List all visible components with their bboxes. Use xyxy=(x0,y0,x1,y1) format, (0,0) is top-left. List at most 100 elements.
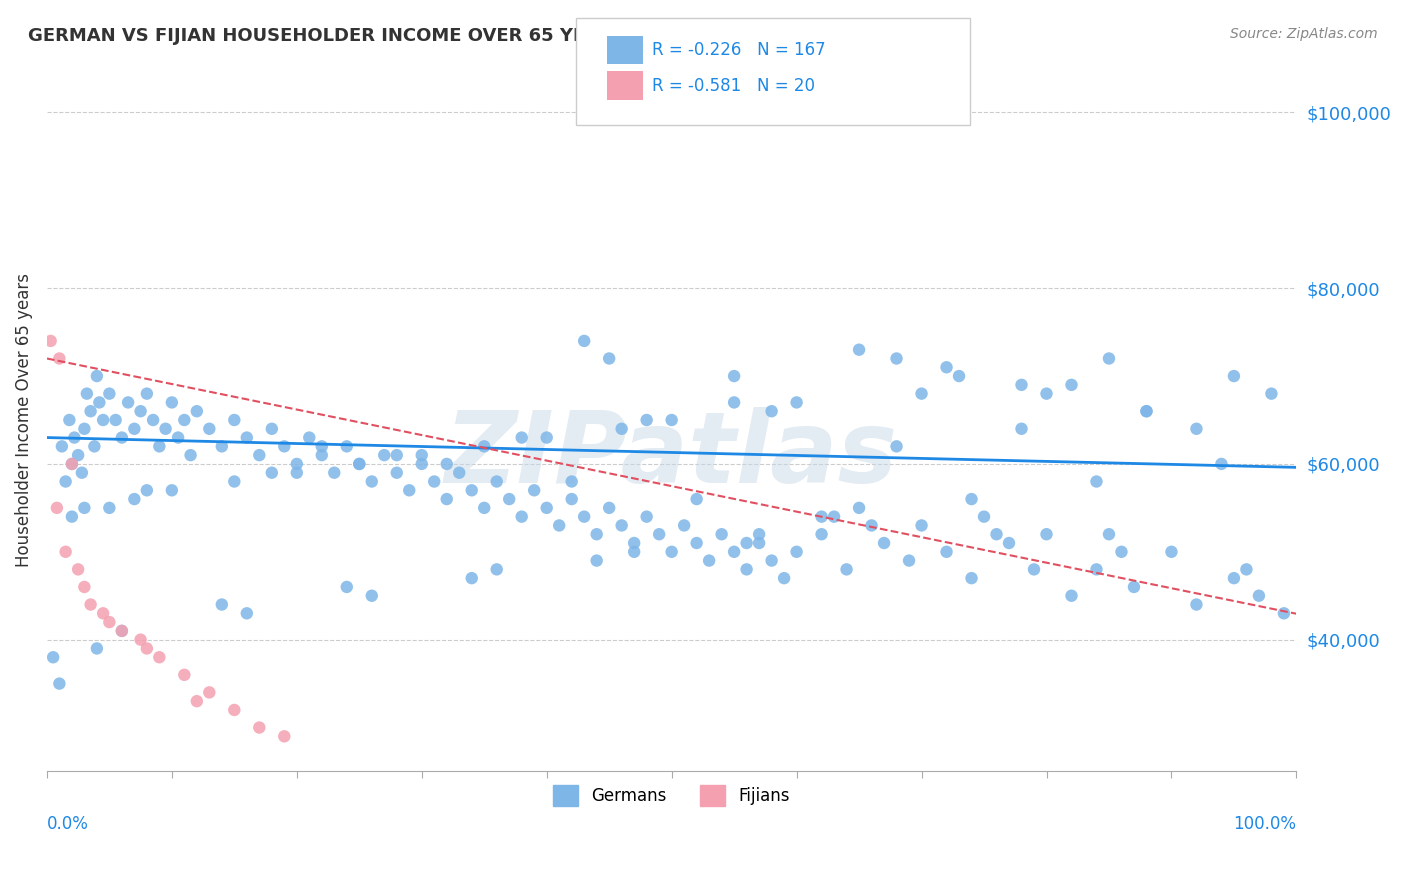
Point xyxy=(73,580,96,594)
Point xyxy=(260,466,283,480)
Point xyxy=(260,422,283,436)
Point xyxy=(723,369,745,384)
Point xyxy=(735,536,758,550)
Point xyxy=(910,518,932,533)
Point xyxy=(160,483,183,498)
Point xyxy=(810,527,832,541)
Point xyxy=(48,351,70,366)
Point xyxy=(224,475,246,489)
Point xyxy=(498,492,520,507)
Point xyxy=(810,509,832,524)
Point xyxy=(173,668,195,682)
Point xyxy=(561,492,583,507)
Point xyxy=(661,413,683,427)
Point xyxy=(336,439,359,453)
Point xyxy=(723,395,745,409)
Point xyxy=(960,492,983,507)
Point xyxy=(510,431,533,445)
Point xyxy=(1011,422,1033,436)
Point xyxy=(572,509,595,524)
Point xyxy=(60,457,83,471)
Point xyxy=(886,351,908,366)
Point xyxy=(83,439,105,453)
Point xyxy=(360,589,382,603)
Point xyxy=(411,457,433,471)
Point xyxy=(1260,386,1282,401)
Point xyxy=(60,457,83,471)
Point xyxy=(98,386,121,401)
Text: 0.0%: 0.0% xyxy=(46,815,89,833)
Point xyxy=(572,334,595,348)
Point xyxy=(636,413,658,427)
Point xyxy=(45,500,67,515)
Point xyxy=(960,571,983,585)
Point xyxy=(472,500,495,515)
Point xyxy=(104,413,127,427)
Text: R = -0.226   N = 167: R = -0.226 N = 167 xyxy=(652,41,825,59)
Point xyxy=(129,404,152,418)
Point xyxy=(236,607,259,621)
Point xyxy=(485,475,508,489)
Point xyxy=(148,439,170,453)
Point xyxy=(247,721,270,735)
Point xyxy=(236,431,259,445)
Point xyxy=(135,641,157,656)
Point xyxy=(86,641,108,656)
Point xyxy=(1011,377,1033,392)
Point xyxy=(117,395,139,409)
Point xyxy=(1247,589,1270,603)
Point xyxy=(285,457,308,471)
Point xyxy=(48,676,70,690)
Point xyxy=(135,386,157,401)
Point xyxy=(786,545,808,559)
Point xyxy=(1123,580,1146,594)
Point xyxy=(748,527,770,541)
Point xyxy=(585,553,607,567)
Point xyxy=(373,448,395,462)
Point xyxy=(91,413,114,427)
Point xyxy=(648,527,671,541)
Point xyxy=(1060,589,1083,603)
Point xyxy=(1185,598,1208,612)
Point xyxy=(697,553,720,567)
Point xyxy=(124,422,146,436)
Point xyxy=(1272,607,1295,621)
Point xyxy=(167,431,190,445)
Point xyxy=(1236,562,1258,576)
Point xyxy=(142,413,165,427)
Point xyxy=(735,562,758,576)
Point xyxy=(536,500,558,515)
Point xyxy=(585,527,607,541)
Point xyxy=(385,448,408,462)
Point xyxy=(636,509,658,524)
Point xyxy=(1160,545,1182,559)
Point xyxy=(436,492,458,507)
Point xyxy=(135,483,157,498)
Point xyxy=(1211,457,1233,471)
Point xyxy=(898,553,921,567)
Point xyxy=(472,439,495,453)
Point xyxy=(935,545,957,559)
Point xyxy=(198,685,221,699)
Point xyxy=(1223,571,1246,585)
Point xyxy=(311,448,333,462)
Text: ZIPatlas: ZIPatlas xyxy=(446,407,898,504)
Point xyxy=(561,475,583,489)
Point xyxy=(385,466,408,480)
Point xyxy=(873,536,896,550)
Point xyxy=(173,413,195,427)
Point xyxy=(39,334,62,348)
Point xyxy=(1060,377,1083,392)
Point xyxy=(148,650,170,665)
Point xyxy=(186,694,208,708)
Point xyxy=(848,500,870,515)
Point xyxy=(723,545,745,559)
Point xyxy=(1098,351,1121,366)
Point xyxy=(536,431,558,445)
Point xyxy=(155,422,177,436)
Point xyxy=(336,580,359,594)
Point xyxy=(860,518,883,533)
Point xyxy=(160,395,183,409)
Text: 100.0%: 100.0% xyxy=(1233,815,1296,833)
Point xyxy=(76,386,98,401)
